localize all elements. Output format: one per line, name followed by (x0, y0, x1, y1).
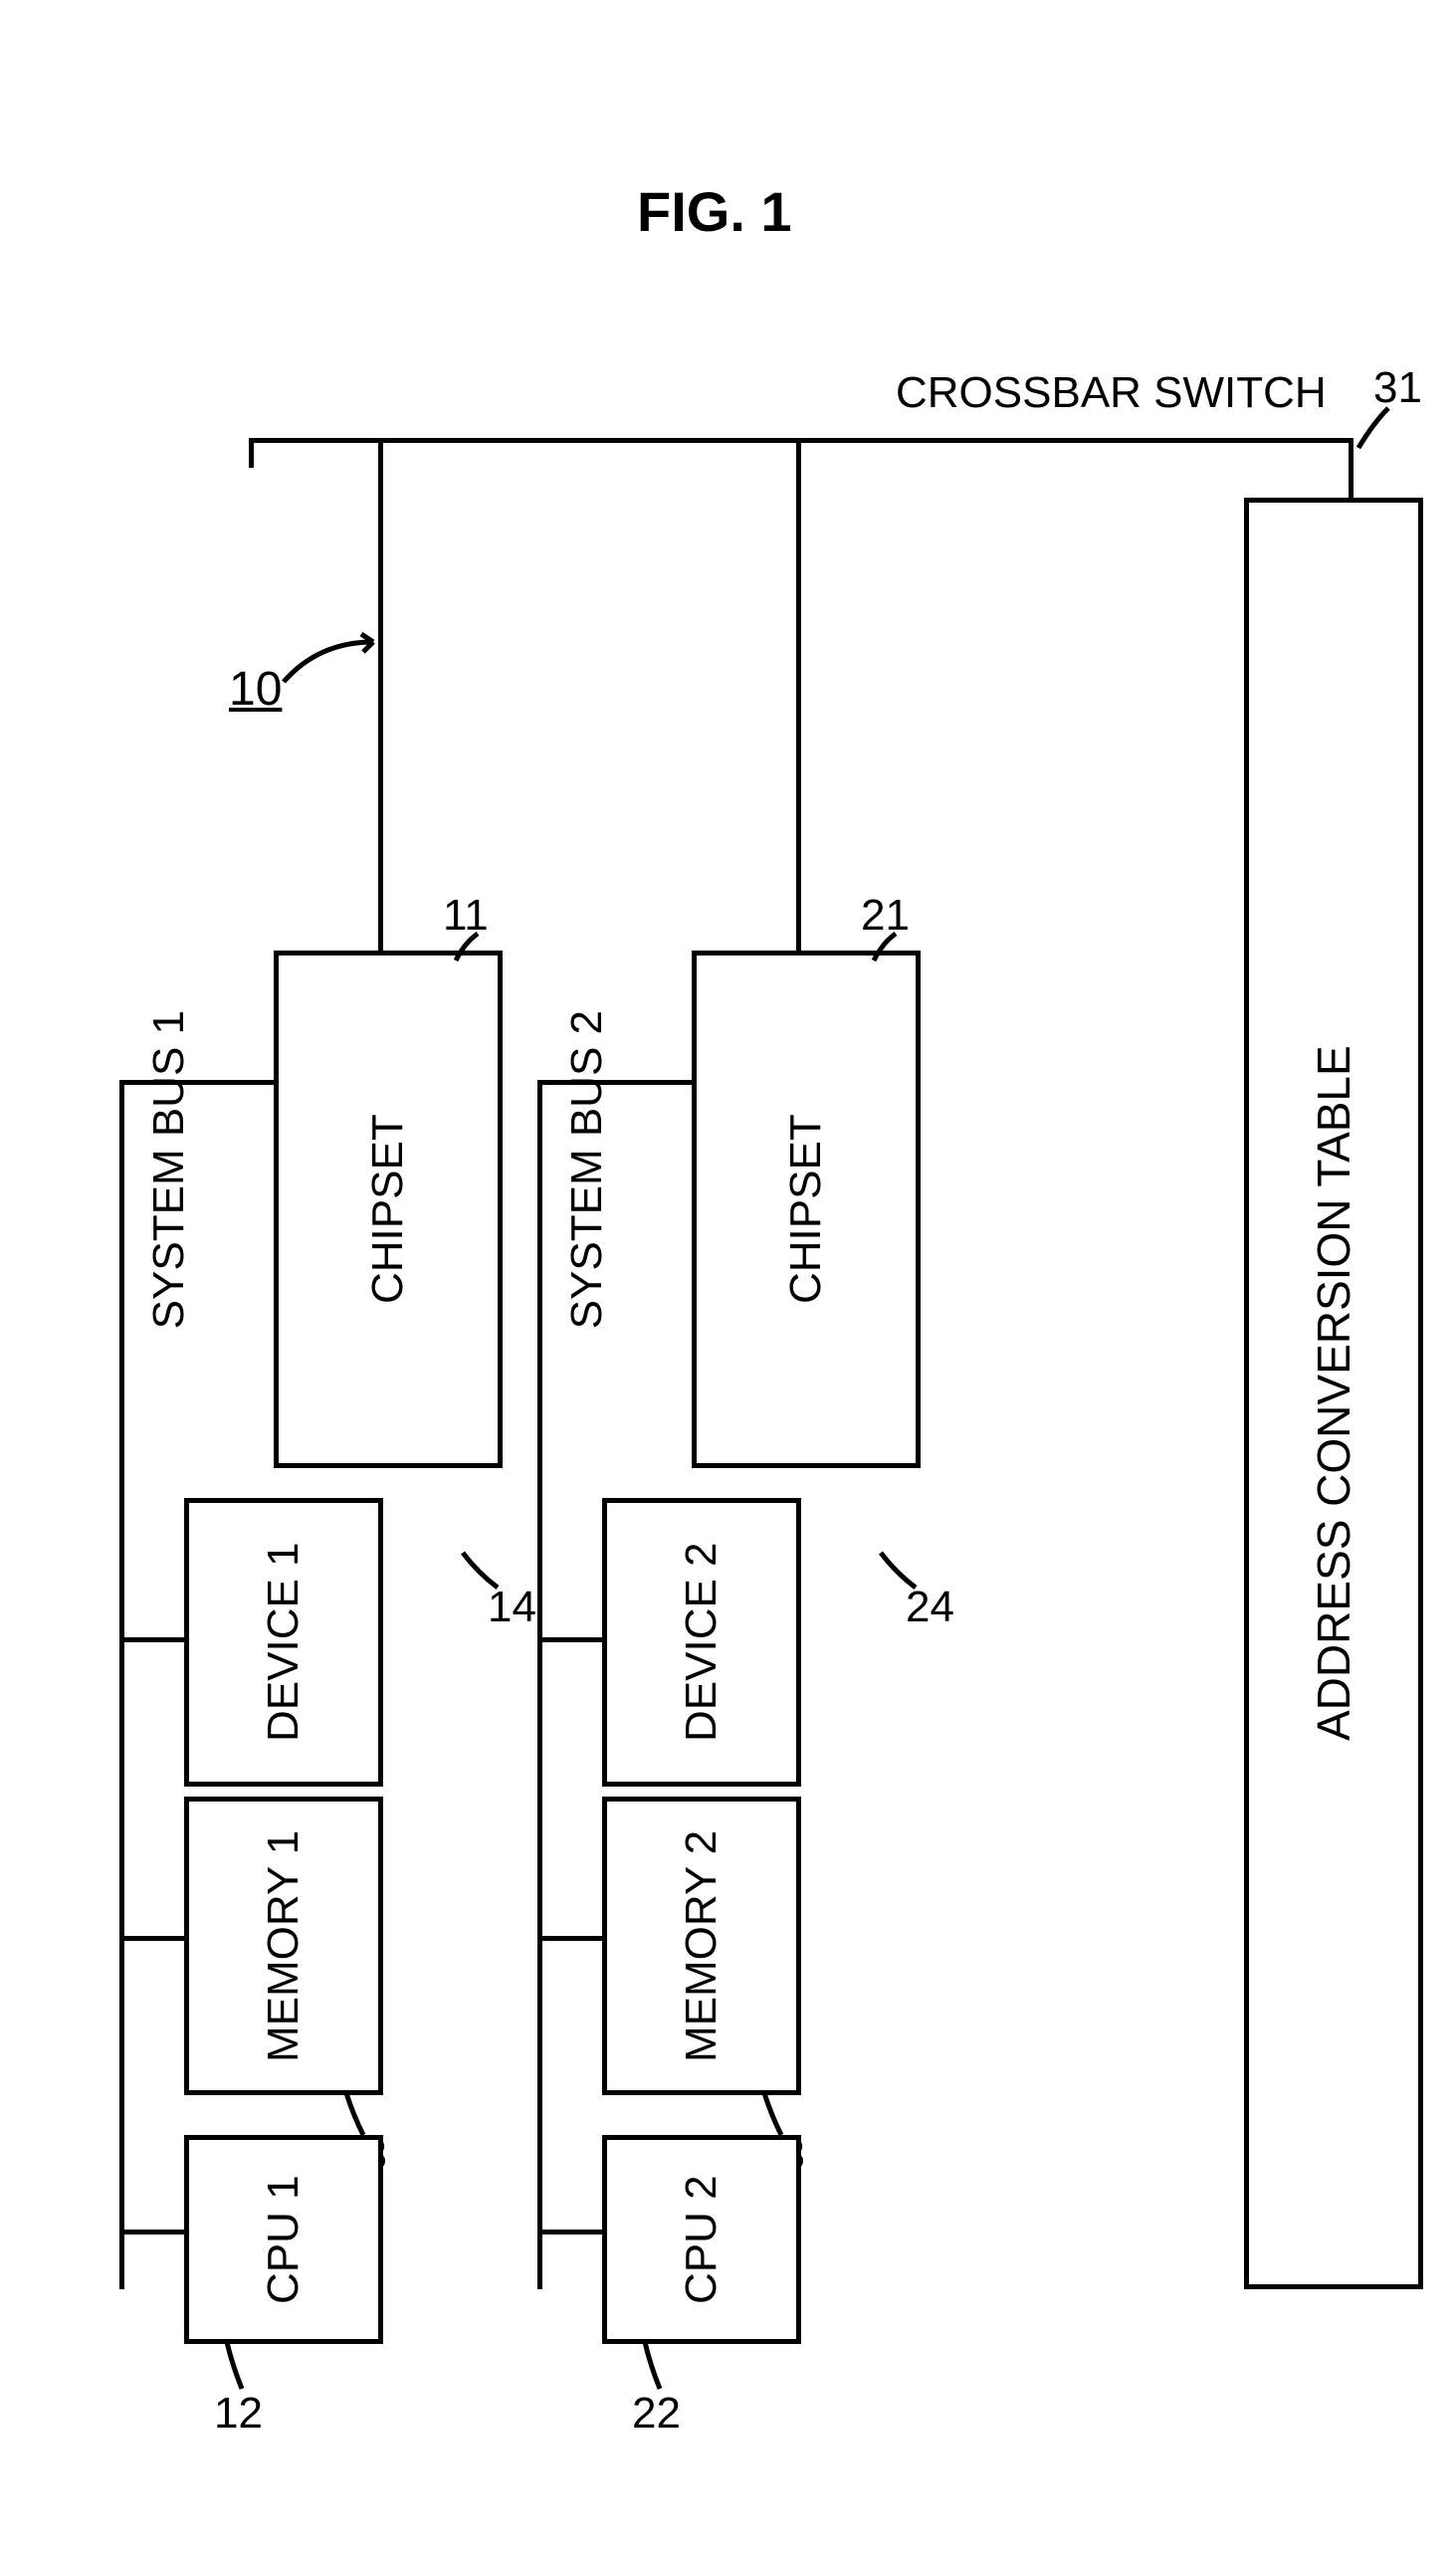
chipset2-bus-connector (537, 1080, 697, 1085)
branch-cpu1 (119, 2230, 189, 2235)
memory-2-box: MEMORY 2 (602, 1797, 801, 2095)
device-1-box: DEVICE 1 (184, 1498, 383, 1787)
device-1-ref-lead-icon (458, 1548, 508, 1593)
drop-to-chipset2 (796, 438, 801, 951)
device-2-ref-lead-icon (876, 1548, 926, 1593)
cpu-1-ref-lead-icon (224, 2339, 264, 2394)
memory-2-label: MEMORY 2 (677, 1829, 727, 2061)
system-bus-2-label: SYSTEM BUS 2 (562, 1010, 612, 1329)
branch-cpu2 (537, 2230, 607, 2235)
drop-to-chipset1 (378, 438, 383, 951)
crossbar-bus-line (249, 438, 1353, 443)
figure-title: FIG. 1 (637, 179, 792, 244)
device-2-label: DEVICE 2 (677, 1543, 727, 1743)
chipset-2-ref-lead-icon (871, 931, 911, 970)
system-bus-1-label: SYSTEM BUS 1 (144, 1010, 194, 1329)
chipset-1-box: CHIPSET (274, 951, 503, 1468)
device-2-box: DEVICE 2 (602, 1498, 801, 1787)
branch-device1 (119, 1637, 189, 1642)
address-conversion-table-label: ADDRESS CONVERSION TABLE (1307, 1046, 1360, 1742)
cpu-2-label: CPU 2 (677, 2175, 727, 2304)
child-bus-1 (119, 1080, 124, 2289)
chipset1-bus-connector (119, 1080, 279, 1085)
chipset-2-box: CHIPSET (692, 951, 921, 1468)
memory-2-ref-lead-icon (761, 2090, 801, 2140)
branch-memory2 (537, 1936, 607, 1941)
cpu-2-ref: 22 (632, 2389, 681, 2439)
child-bus-2 (537, 1080, 542, 2289)
memory-1-ref-lead-icon (343, 2090, 383, 2140)
crossbar-switch-label: CROSSBAR SWITCH (896, 368, 1327, 418)
memory-1-box: MEMORY 1 (184, 1797, 383, 2095)
branch-memory1 (119, 1936, 189, 1941)
cpu-1-label: CPU 1 (259, 2175, 309, 2304)
cpu-2-box: CPU 2 (602, 2135, 801, 2344)
diagram-page: FIG. 1 10 CROSSBAR SWITCH ADDRESS CONVER… (0, 0, 1456, 2554)
branch-device2 (537, 1637, 607, 1642)
chipset-1-ref-lead-icon (453, 931, 493, 970)
crossbar-left-tick (249, 438, 254, 468)
memory-1-label: MEMORY 1 (259, 1829, 309, 2061)
address-table-ref-lead-icon (1353, 403, 1403, 453)
cpu-1-ref: 12 (214, 2389, 263, 2439)
system-ref-lead-icon (279, 637, 388, 697)
address-conversion-table-box: ADDRESS CONVERSION TABLE (1244, 498, 1423, 2289)
chipset-2-label: CHIPSET (781, 1115, 831, 1305)
cpu-1-box: CPU 1 (184, 2135, 383, 2344)
cpu-2-ref-lead-icon (642, 2339, 682, 2394)
system-ref: 10 (229, 662, 282, 717)
device-1-label: DEVICE 1 (259, 1543, 309, 1743)
chipset-1-label: CHIPSET (363, 1115, 413, 1305)
